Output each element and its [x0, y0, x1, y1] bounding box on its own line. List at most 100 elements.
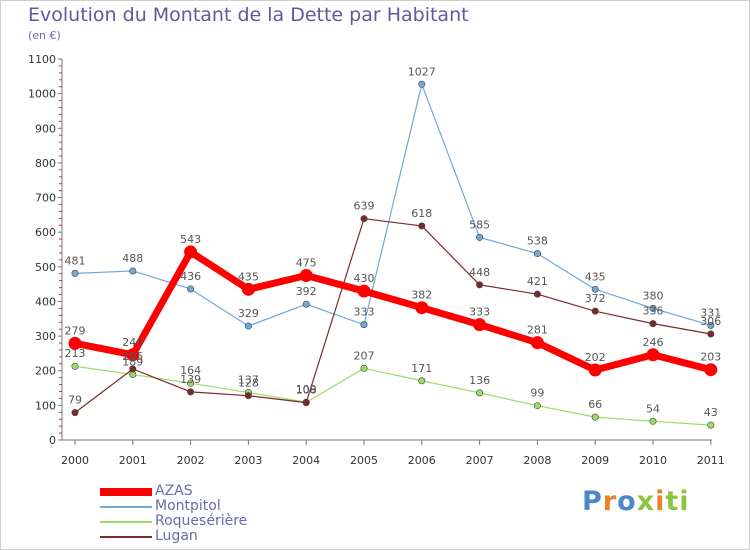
- data-point-lugan: [302, 399, 310, 407]
- legend-label-roqueseriere: Roquesérière: [155, 513, 248, 529]
- x-tick-label: 2010: [639, 454, 667, 467]
- data-point-montpitol: [187, 285, 195, 293]
- data-label-azas: 543: [180, 233, 201, 246]
- x-tick-label: 2004: [292, 454, 320, 467]
- legend-item-azas[interactable]: AZAS: [100, 483, 300, 499]
- data-point-azas: [126, 348, 140, 362]
- data-label-montpitol: 380: [643, 289, 664, 302]
- data-label-azas: 202: [585, 351, 606, 364]
- legend-label-lugan: Lugan: [155, 528, 198, 544]
- x-tick-label: 2007: [466, 454, 494, 467]
- data-label-roqueseriere: 164: [180, 364, 201, 377]
- data-point-azas: [68, 336, 82, 350]
- data-point-azas: [473, 318, 487, 332]
- data-label-roqueseriere: 213: [65, 347, 86, 360]
- data-label-azas: 430: [354, 272, 375, 285]
- data-point-montpitol: [302, 300, 310, 308]
- data-label-montpitol: 488: [122, 252, 143, 265]
- y-tick-label: 0: [49, 434, 56, 447]
- data-point-montpitol: [649, 304, 657, 312]
- series-line-roqueseriere: [74, 365, 711, 426]
- legend-label-montpitol: Montpitol: [155, 498, 221, 514]
- data-label-lugan: 448: [469, 266, 490, 279]
- data-point-lugan: [476, 281, 484, 289]
- legend-swatch-lugan: [100, 536, 152, 538]
- data-point-roqueseriere: [533, 402, 541, 410]
- data-label-lugan: 372: [585, 292, 606, 305]
- data-point-lugan: [71, 409, 79, 417]
- data-point-azas: [415, 301, 429, 315]
- data-point-montpitol: [360, 321, 368, 329]
- data-point-azas: [530, 336, 544, 350]
- logo-letter: i: [679, 486, 690, 517]
- legend-swatch-roqueseriere: [100, 521, 152, 523]
- data-point-lugan: [129, 365, 137, 373]
- data-label-lugan: 336: [643, 305, 664, 318]
- data-label-azas: 382: [411, 289, 432, 302]
- data-label-lugan: 421: [527, 275, 548, 288]
- data-label-montpitol: 435: [585, 270, 606, 283]
- y-tick-label: 1000: [28, 88, 56, 101]
- chart-title: Evolution du Montant de la Dette par Hab…: [28, 4, 469, 26]
- data-label-montpitol: 1027: [408, 65, 436, 78]
- data-label-lugan: 108: [296, 384, 317, 397]
- x-tick-label: 2008: [523, 454, 551, 467]
- data-label-roqueseriere: 189: [122, 356, 143, 369]
- data-point-azas: [184, 245, 198, 259]
- legend-swatch-montpitol: [100, 506, 152, 508]
- data-point-roqueseriere: [707, 421, 715, 429]
- legend: AZAS Montpitol Roquesérière Lugan: [100, 483, 300, 544]
- data-label-roqueseriere: 136: [469, 374, 490, 387]
- legend-label-azas: AZAS: [155, 483, 193, 499]
- data-point-lugan: [418, 222, 426, 230]
- data-label-roqueseriere: 99: [530, 387, 544, 400]
- series-line-lugan: [74, 218, 711, 414]
- data-point-lugan: [244, 392, 252, 400]
- legend-item-lugan[interactable]: Lugan: [100, 528, 300, 544]
- series-line-montpitol: [74, 83, 711, 327]
- data-point-montpitol: [418, 80, 426, 88]
- data-point-montpitol: [71, 269, 79, 277]
- data-point-montpitol: [591, 285, 599, 293]
- logo-letter: P: [582, 486, 603, 517]
- logo-letter: t: [665, 486, 680, 517]
- data-point-roqueseriere: [418, 377, 426, 385]
- data-label-azas: 246: [643, 336, 664, 349]
- data-point-roqueseriere: [591, 413, 599, 421]
- data-point-roqueseriere: [649, 417, 657, 425]
- data-label-montpitol: 333: [354, 306, 375, 319]
- x-tick-label: 2000: [61, 454, 89, 467]
- x-tick-label: 2005: [350, 454, 378, 467]
- y-tick-label: 700: [35, 192, 56, 205]
- logo-letter: x: [636, 486, 656, 517]
- data-point-lugan: [533, 290, 541, 298]
- data-label-montpitol: 392: [296, 285, 317, 298]
- y-tick-label: 800: [35, 157, 56, 170]
- y-tick-label: 1100: [28, 53, 56, 66]
- data-label-montpitol: 329: [238, 307, 259, 320]
- data-label-roqueseriere: 109: [296, 383, 317, 396]
- data-point-azas: [241, 282, 255, 296]
- logo-letter: i: [655, 486, 666, 517]
- data-label-roqueseriere: 66: [588, 398, 602, 411]
- x-tick-label: 2009: [581, 454, 609, 467]
- data-label-roqueseriere: 171: [411, 362, 432, 375]
- data-point-lugan: [360, 215, 368, 223]
- legend-swatch-azas: [100, 488, 152, 496]
- legend-item-roqueseriere[interactable]: Roquesérière: [100, 513, 300, 529]
- data-point-azas: [646, 348, 660, 362]
- y-tick-label: 300: [35, 330, 56, 343]
- data-point-roqueseriere: [71, 362, 79, 370]
- x-tick-label: 2001: [119, 454, 147, 467]
- data-label-montpitol: 585: [469, 218, 490, 231]
- data-label-montpitol: 436: [180, 270, 201, 283]
- data-point-lugan: [649, 320, 657, 328]
- data-label-azas: 281: [527, 324, 548, 337]
- data-point-azas: [704, 363, 718, 377]
- data-label-azas: 246: [122, 336, 143, 349]
- data-label-lugan: 205: [122, 350, 143, 363]
- data-label-montpitol: 538: [527, 235, 548, 248]
- legend-item-montpitol[interactable]: Montpitol: [100, 498, 300, 514]
